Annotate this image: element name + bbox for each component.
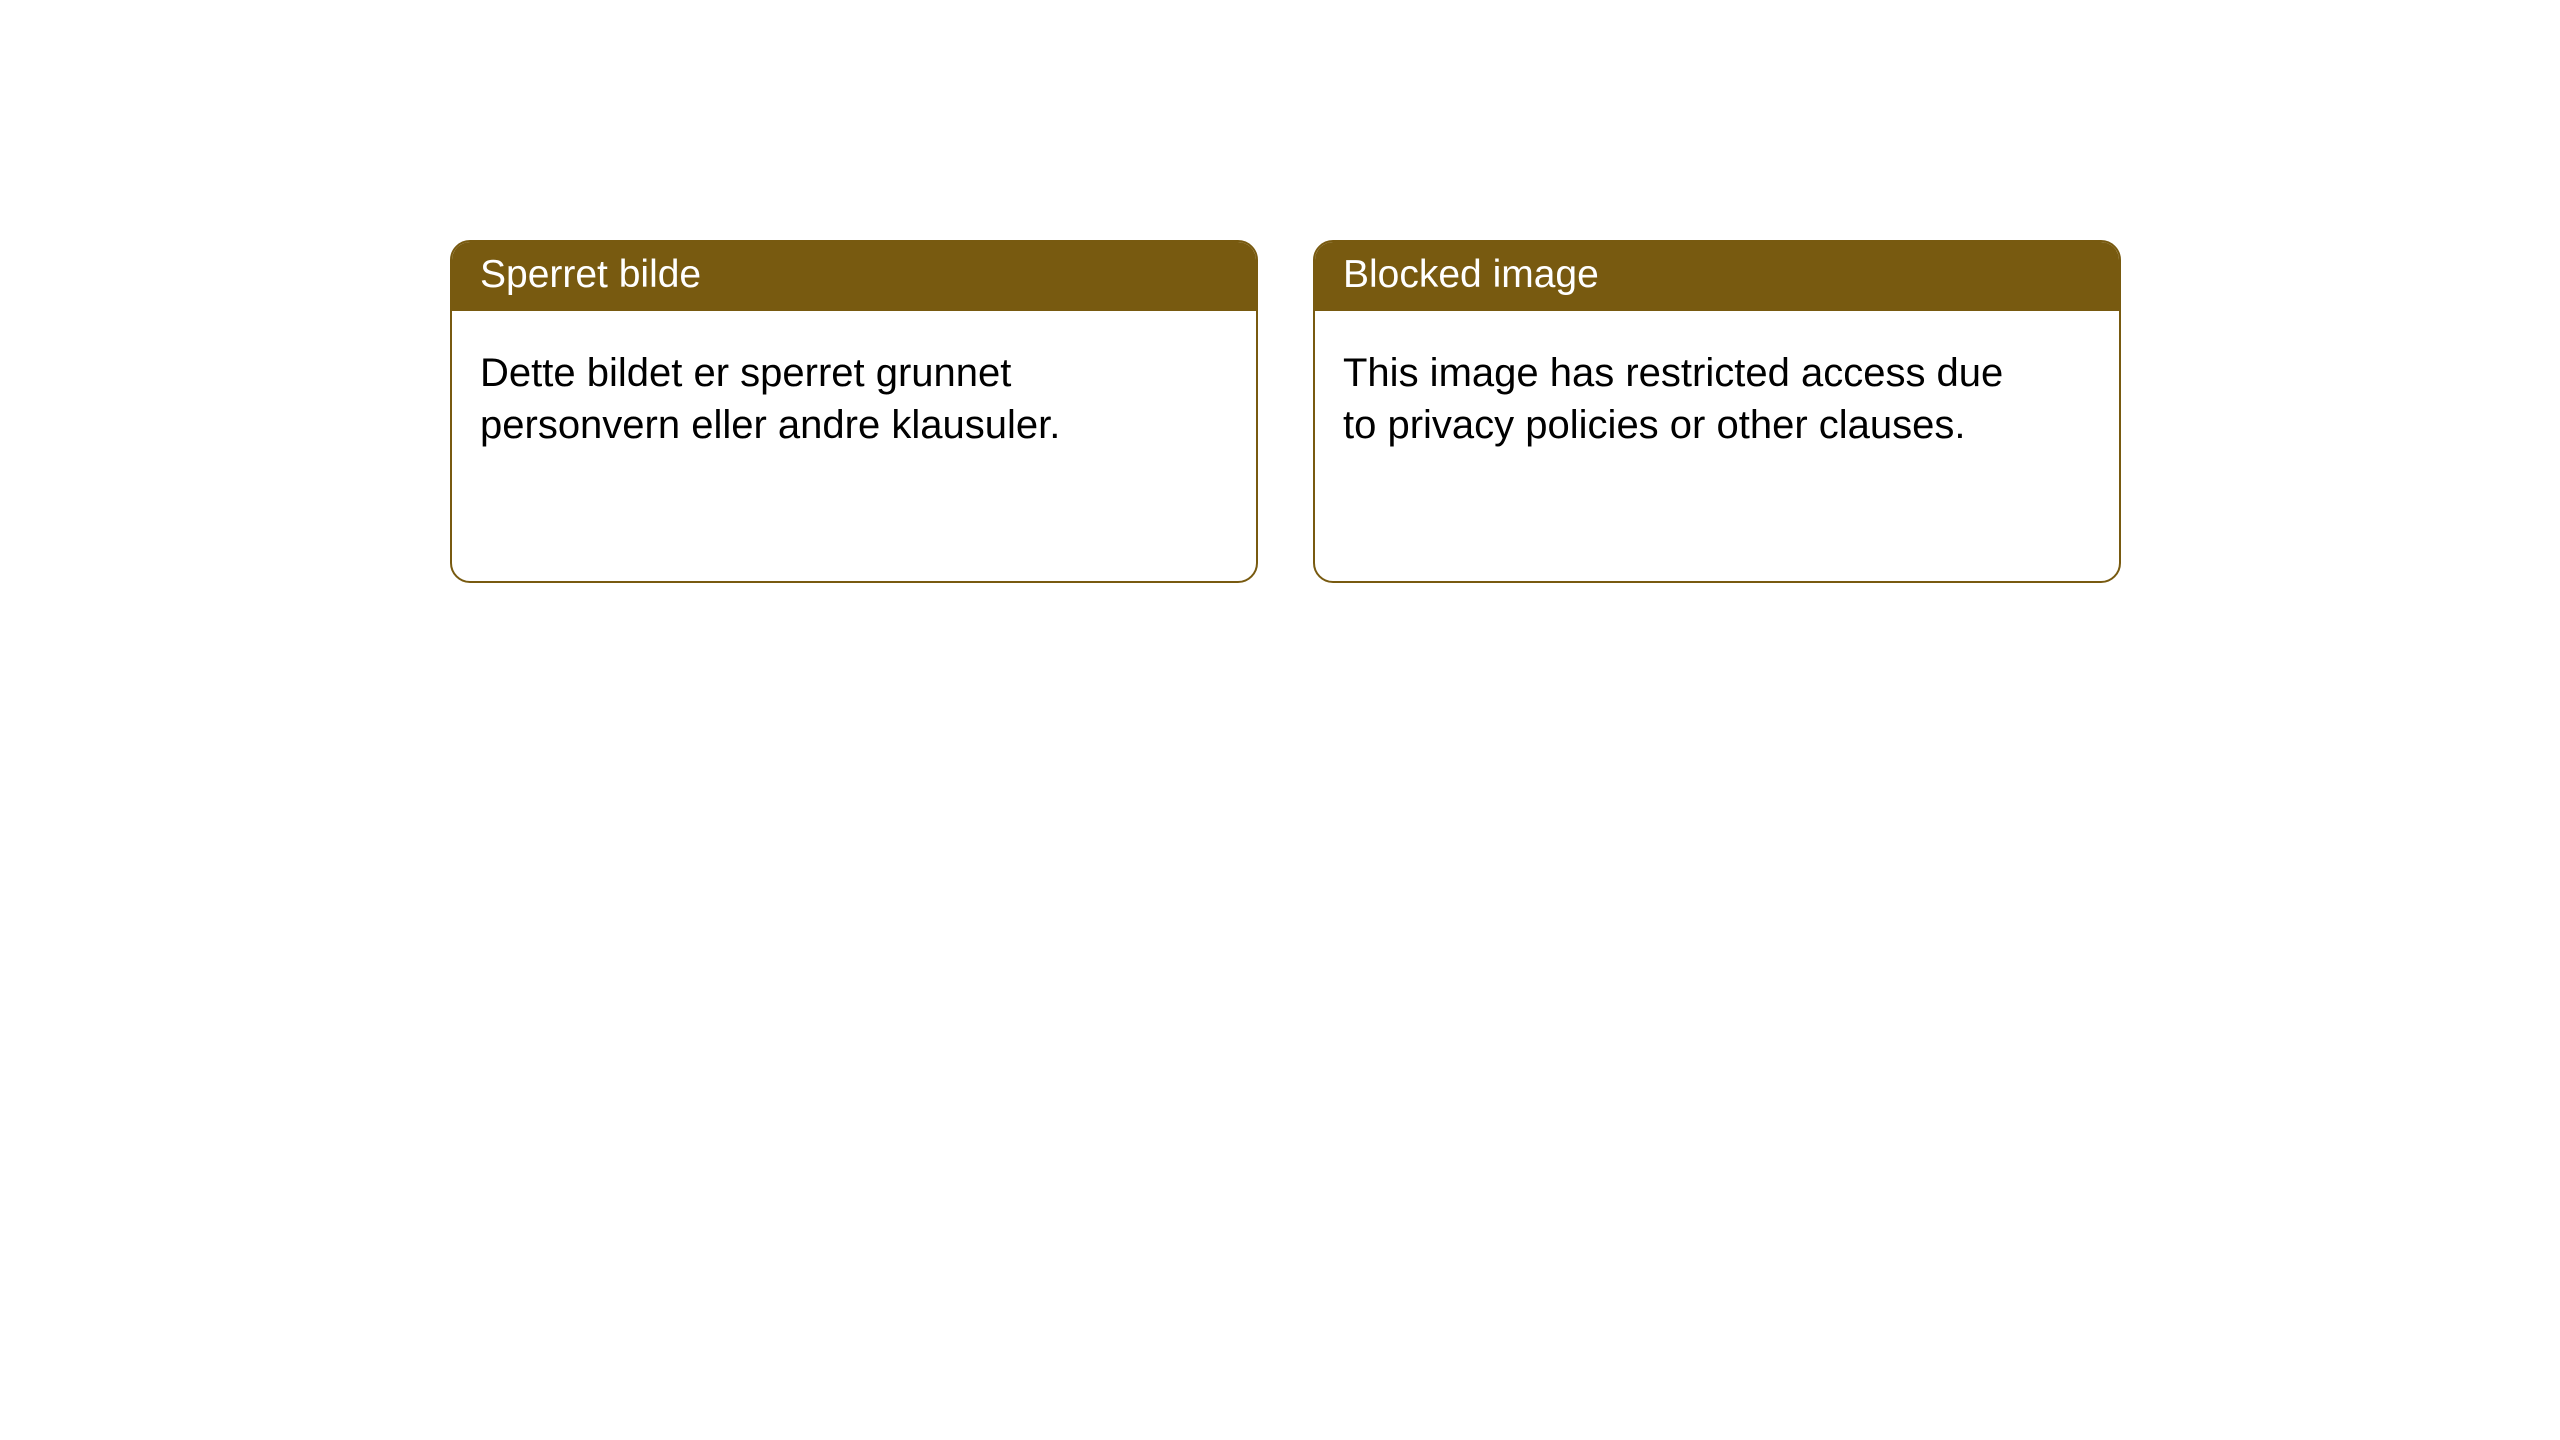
notice-header: Blocked image <box>1315 242 2119 311</box>
notice-card-english: Blocked image This image has restricted … <box>1313 240 2121 583</box>
notice-body: This image has restricted access due to … <box>1315 311 2119 581</box>
notice-container: Sperret bilde Dette bildet er sperret gr… <box>0 0 2560 583</box>
notice-text: Dette bildet er sperret grunnet personve… <box>480 347 1160 451</box>
notice-card-norwegian: Sperret bilde Dette bildet er sperret gr… <box>450 240 1258 583</box>
notice-header: Sperret bilde <box>452 242 1256 311</box>
notice-body: Dette bildet er sperret grunnet personve… <box>452 311 1256 581</box>
notice-text: This image has restricted access due to … <box>1343 347 2023 451</box>
